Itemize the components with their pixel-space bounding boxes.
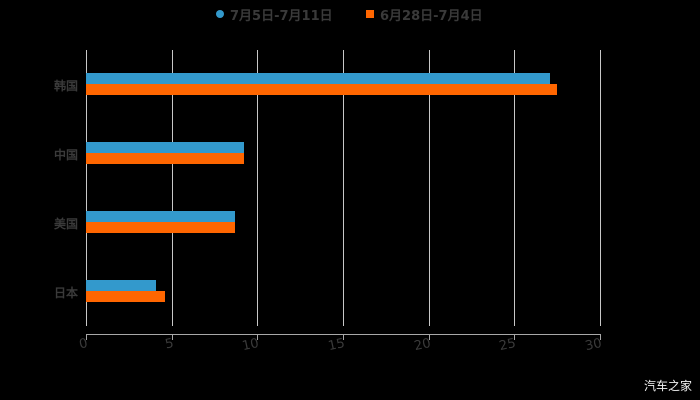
- category-label: 中国: [53, 148, 78, 162]
- axis-tick: [172, 334, 173, 340]
- x-tick-label: 15: [326, 336, 347, 355]
- gridline: [429, 50, 430, 326]
- x-tick-label: 0: [77, 336, 90, 353]
- axis-tick: [514, 334, 515, 340]
- legend-label: 7月5日-7月11日: [230, 8, 333, 24]
- bar[interactable]: [86, 73, 550, 84]
- category-label: 美国: [53, 217, 78, 231]
- x-tick-label: 25: [497, 336, 518, 355]
- axis-tick: [257, 334, 258, 340]
- watermark: 汽车之家: [643, 379, 692, 393]
- bar[interactable]: [86, 84, 557, 95]
- x-axis-line: [86, 334, 601, 335]
- bar[interactable]: [86, 291, 165, 302]
- axis-tick: [343, 334, 344, 340]
- gridline: [343, 50, 344, 326]
- square-marker-icon: [366, 10, 374, 18]
- bar[interactable]: [86, 222, 235, 233]
- gridline: [514, 50, 515, 326]
- bar[interactable]: [86, 280, 156, 291]
- x-tick-label: 5: [163, 336, 176, 353]
- axis-tick: [600, 334, 601, 340]
- axis-tick: [429, 334, 430, 340]
- legend-label: 6月28日-7月4日: [380, 8, 483, 24]
- axis-tick: [86, 334, 87, 340]
- bar[interactable]: [86, 142, 244, 153]
- circle-marker-icon: [216, 10, 224, 18]
- category-label: 韩国: [53, 79, 78, 93]
- x-tick-label: 10: [240, 336, 261, 355]
- gridline: [172, 50, 173, 326]
- bar[interactable]: [86, 153, 244, 164]
- category-label: 日本: [53, 286, 78, 300]
- gridline: [257, 50, 258, 326]
- bar[interactable]: [86, 211, 235, 222]
- legend-item-week-0705[interactable]: 7月5日-7月11日: [216, 4, 333, 24]
- gridline: [600, 50, 601, 326]
- legend-item-week-0628[interactable]: 6月28日-7月4日: [366, 4, 483, 24]
- chart-legend: 7月5日-7月11日 6月28日-7月4日: [0, 4, 700, 24]
- x-tick-label: 30: [583, 336, 604, 355]
- x-tick-label: 20: [412, 336, 433, 355]
- gridline: [86, 50, 87, 326]
